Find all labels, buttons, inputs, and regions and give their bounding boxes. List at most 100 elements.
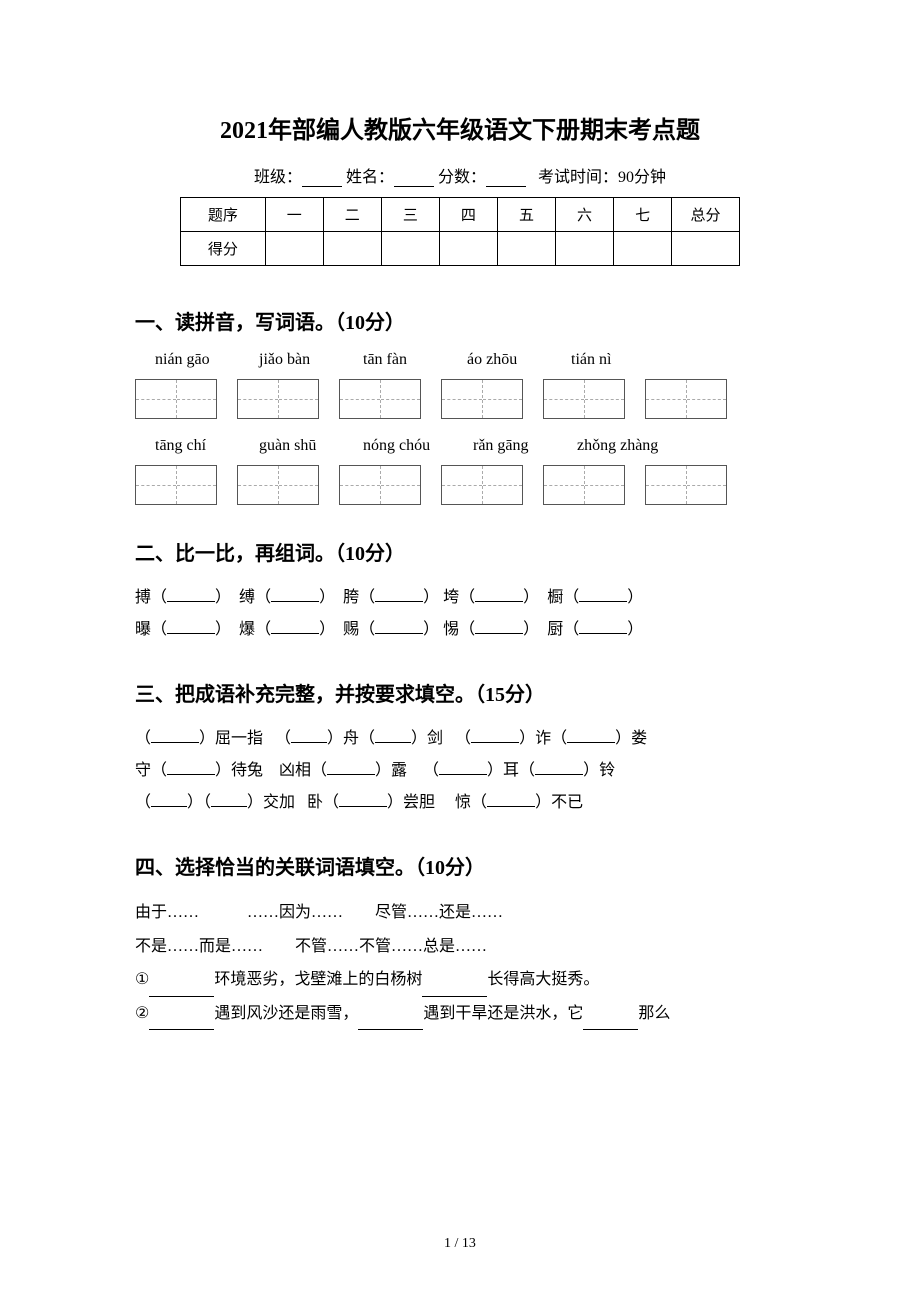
section4-q2: ② 遇到风沙还是雨雪， 遇到干旱还是洪水，它 那么 <box>135 997 785 1031</box>
section4-q1: ①环境恶劣，戈壁滩上的白杨树长得高大挺秀。 <box>135 963 785 997</box>
pinyin: tāng chí <box>155 437 255 455</box>
char-grid-row-1 <box>135 379 785 419</box>
pinyin: tián nì <box>571 351 611 369</box>
score-cell <box>265 232 323 266</box>
char-grid-row-2 <box>135 465 785 505</box>
section3-title: 三、把成语补充完整，并按要求填空。（15分） <box>135 678 785 707</box>
section3-line1: （）屈一指 （）舟（）剑 （）诈（）娄 <box>135 723 785 755</box>
char-grid <box>237 465 319 505</box>
pinyin: zhǒng zhàng <box>577 437 658 455</box>
blank <box>167 761 215 775</box>
blank <box>475 620 523 634</box>
char-grid <box>441 379 523 419</box>
blank <box>271 588 319 602</box>
col-3: 三 <box>381 198 439 232</box>
char: 橱 <box>547 589 563 606</box>
char: 垮 <box>443 589 459 606</box>
col-4: 四 <box>439 198 497 232</box>
table-header-row: 题序 一 二 三 四 五 六 七 总分 <box>181 198 740 232</box>
section2-line1: 搏（） 缚（） 胯（） 垮（） 橱（） <box>135 582 785 614</box>
time-label: 考试时间：90分钟 <box>538 169 666 186</box>
blank <box>375 588 423 602</box>
pinyin: nóng chóu <box>363 437 469 455</box>
char-grid <box>135 465 217 505</box>
blank <box>375 729 411 743</box>
section3-line2: 守（）待兔 凶相（）露 （）耳（）铃 <box>135 755 785 787</box>
pinyin: áo zhōu <box>467 351 567 369</box>
blank <box>211 793 247 807</box>
blank <box>339 793 387 807</box>
char: 厨 <box>547 621 563 638</box>
col-1: 一 <box>265 198 323 232</box>
char: 惕 <box>443 621 459 638</box>
score-table: 题序 一 二 三 四 五 六 七 总分 得分 <box>180 197 740 266</box>
blank <box>167 620 215 634</box>
student-info-row: 班级： 姓名： 分数： 考试时间：90分钟 <box>135 163 785 187</box>
blank <box>291 729 327 743</box>
page-footer: 1 / 13 <box>0 1236 920 1252</box>
pinyin: guàn shū <box>259 437 359 455</box>
blank <box>439 761 487 775</box>
blank <box>358 1014 423 1030</box>
char-grid <box>339 379 421 419</box>
score-cell <box>614 232 672 266</box>
score-cell <box>672 232 740 266</box>
blank <box>149 1014 214 1030</box>
blank <box>151 793 187 807</box>
q-text: 那么 <box>638 1005 670 1022</box>
blank <box>471 729 519 743</box>
col-label: 题序 <box>181 198 266 232</box>
section4-options1: 由于…… ……因为…… 尽管……还是…… <box>135 896 785 930</box>
char-grid <box>645 379 727 419</box>
blank <box>535 761 583 775</box>
col-6: 六 <box>556 198 614 232</box>
blank <box>487 793 535 807</box>
document-title: 2021年部编人教版六年级语文下册期末考点题 <box>135 110 785 145</box>
pinyin: nián gāo <box>155 351 255 369</box>
char-grid <box>135 379 217 419</box>
char: 爆 <box>239 621 255 638</box>
q-text: 环境恶劣，戈壁滩上的白杨树 <box>214 971 422 988</box>
blank <box>271 620 319 634</box>
section4-title: 四、选择恰当的关联词语填空。（10分） <box>135 851 785 880</box>
q-num: ② <box>135 1005 149 1022</box>
blank <box>475 588 523 602</box>
q-text: 遇到干旱还是洪水，它 <box>423 1005 583 1022</box>
blank <box>149 981 214 997</box>
char-grid <box>441 465 523 505</box>
blank <box>375 620 423 634</box>
char: 缚 <box>239 589 255 606</box>
char-grid <box>339 465 421 505</box>
char-grid <box>543 379 625 419</box>
char-grid <box>237 379 319 419</box>
blank <box>327 761 375 775</box>
col-2: 二 <box>323 198 381 232</box>
score-label: 分数： <box>438 169 486 186</box>
class-blank <box>302 171 342 187</box>
pinyin: tān fàn <box>363 351 463 369</box>
score-blank <box>486 171 526 187</box>
pinyin: rǎn gāng <box>473 437 573 455</box>
score-cell <box>323 232 381 266</box>
q-num: ① <box>135 971 149 988</box>
name-blank <box>394 171 434 187</box>
row-label: 得分 <box>181 232 266 266</box>
class-label: 班级： <box>254 169 302 186</box>
blank <box>579 588 627 602</box>
col-7: 七 <box>614 198 672 232</box>
section1-title: 一、读拼音，写词语。（10分） <box>135 306 785 335</box>
char: 搏 <box>135 589 151 606</box>
score-cell <box>556 232 614 266</box>
char-grid <box>543 465 625 505</box>
score-cell <box>439 232 497 266</box>
q-text: 遇到风沙还是雨雪， <box>214 1005 358 1022</box>
pinyin-row-2: tāng chí guàn shū nóng chóu rǎn gāng zhǒ… <box>155 437 785 455</box>
col-total: 总分 <box>672 198 740 232</box>
section4-options2: 不是……而是…… 不管……不管……总是…… <box>135 930 785 964</box>
pinyin: jiǎo bàn <box>259 351 359 369</box>
blank <box>579 620 627 634</box>
blank <box>567 729 615 743</box>
char: 赐 <box>343 621 359 638</box>
col-5: 五 <box>497 198 555 232</box>
table-score-row: 得分 <box>181 232 740 266</box>
